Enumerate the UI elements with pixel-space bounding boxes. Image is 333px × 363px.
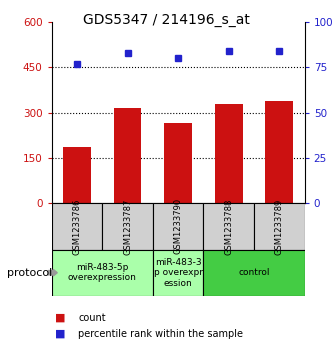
Text: miR-483-3
p overexpr
ession: miR-483-3 p overexpr ession: [154, 258, 203, 287]
Text: control: control: [238, 268, 270, 277]
Text: miR-483-5p
overexpression: miR-483-5p overexpression: [68, 263, 137, 282]
Text: protocol: protocol: [7, 268, 52, 278]
Bar: [203, 203, 254, 250]
Text: GSM1233790: GSM1233790: [173, 198, 183, 254]
Bar: [153, 203, 203, 250]
Bar: [52, 250, 153, 296]
Text: percentile rank within the sample: percentile rank within the sample: [78, 329, 243, 339]
Bar: [215, 104, 243, 203]
Bar: [63, 147, 91, 203]
Bar: [153, 250, 203, 296]
Bar: [203, 250, 305, 296]
Text: GSM1233788: GSM1233788: [224, 198, 233, 254]
Text: ■: ■: [55, 313, 66, 323]
Text: count: count: [78, 313, 106, 323]
Bar: [254, 203, 305, 250]
Bar: [102, 203, 153, 250]
Text: GDS5347 / 214196_s_at: GDS5347 / 214196_s_at: [83, 13, 250, 27]
Text: GSM1233786: GSM1233786: [72, 198, 82, 254]
Bar: [114, 108, 142, 203]
Text: ■: ■: [55, 329, 66, 339]
Text: GSM1233789: GSM1233789: [275, 198, 284, 254]
Bar: [164, 123, 192, 203]
Bar: [52, 203, 102, 250]
Text: GSM1233787: GSM1233787: [123, 198, 132, 254]
Bar: [265, 101, 293, 203]
